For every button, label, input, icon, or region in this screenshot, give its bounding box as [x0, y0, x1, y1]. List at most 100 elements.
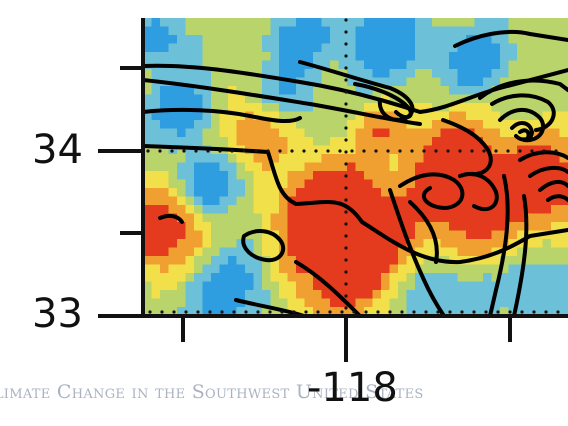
heatmap-cell: [525, 69, 535, 78]
heatmap-cell: [177, 290, 186, 299]
heatmap-cell: [517, 222, 526, 231]
heatmap-cell: [151, 256, 161, 265]
heatmap-cell: [151, 281, 161, 291]
heatmap-cell: [457, 230, 467, 240]
heatmap-cell: [415, 43, 424, 53]
heatmap-cell: [321, 137, 331, 146]
grid-dot: [340, 310, 344, 314]
heatmap-cell: [211, 264, 220, 274]
heatmap-cell: [525, 307, 535, 316]
heatmap-cell: [151, 137, 161, 146]
heatmap-cell: [168, 179, 178, 189]
heatmap-cell: [296, 162, 305, 172]
heatmap-cell: [151, 196, 161, 206]
heatmap-cell: [355, 171, 365, 180]
heatmap-cell: [296, 171, 305, 180]
heatmap-cell: [236, 35, 246, 44]
heatmap-cell: [364, 43, 373, 53]
heatmap-cell: [321, 188, 331, 197]
heatmap-cell: [517, 145, 526, 155]
heatmap-cell: [253, 26, 263, 36]
heatmap-cell: [219, 94, 229, 104]
heatmap-cell: [542, 171, 552, 180]
heatmap-cell: [508, 298, 518, 308]
heatmap-cell: [389, 128, 399, 138]
heatmap-cell: [211, 188, 220, 197]
heatmap-cell: [364, 120, 373, 129]
heatmap-cell: [559, 188, 568, 197]
heatmap-cell: [287, 120, 297, 129]
heatmap-cell: [381, 290, 390, 299]
heatmap-cell: [398, 137, 407, 146]
heatmap-cell: [304, 213, 314, 223]
heatmap-cell: [551, 247, 560, 257]
heatmap-cell: [228, 18, 237, 27]
heatmap-cell: [440, 77, 450, 87]
heatmap-cell: [389, 145, 399, 155]
heatmap-cell: [508, 69, 518, 78]
heatmap-cell: [432, 264, 441, 274]
grid-dot: [256, 310, 260, 314]
heatmap-cell: [228, 273, 237, 282]
heatmap-cell: [372, 18, 382, 27]
grid-dot: [172, 310, 176, 314]
heatmap-cell: [296, 179, 305, 189]
heatmap-cell: [270, 281, 280, 291]
heatmap-cell: [253, 43, 263, 53]
heatmap-cell: [500, 145, 509, 155]
heatmap-cell: [313, 298, 322, 308]
heatmap-cell: [228, 60, 237, 70]
heatmap-cell: [185, 239, 195, 248]
heatmap-cell: [474, 213, 484, 223]
heatmap-cell: [279, 230, 288, 240]
heatmap-cell: [406, 230, 416, 240]
heatmap-cell: [270, 162, 280, 172]
heatmap-cell: [270, 205, 280, 214]
heatmap-cell: [338, 137, 348, 146]
heatmap-cell: [143, 213, 152, 223]
heatmap-cell: [517, 137, 526, 146]
heatmap-cell: [483, 290, 492, 299]
heatmap-cell: [423, 213, 433, 223]
heatmap-cell: [534, 60, 543, 70]
heatmap-cell: [364, 103, 373, 112]
heatmap-cell: [168, 188, 178, 197]
heatmap-cell: [185, 35, 195, 44]
heatmap-cell: [534, 205, 543, 214]
heatmap-cell: [432, 281, 441, 291]
heatmap-cell: [304, 103, 314, 112]
heatmap-cell: [296, 239, 305, 248]
heatmap-cell: [372, 162, 382, 172]
heatmap-cell: [457, 281, 467, 291]
heatmap-cell: [151, 239, 161, 248]
heatmap-cell: [262, 86, 271, 95]
heatmap-cell: [321, 128, 331, 138]
heatmap-cell: [457, 298, 467, 308]
heatmap-cell: [398, 35, 407, 44]
heatmap-cell: [389, 205, 399, 214]
heatmap-cell: [313, 26, 322, 36]
heatmap-cell: [500, 256, 509, 265]
heatmap-cell: [236, 230, 246, 240]
heatmap-cell: [202, 35, 212, 44]
heatmap-cell: [491, 69, 501, 78]
heatmap-cell: [219, 60, 229, 70]
heatmap-cell: [228, 281, 237, 291]
heatmap-cell: [449, 43, 458, 53]
heatmap-cell: [559, 196, 568, 206]
heatmap-cell: [211, 52, 220, 61]
heatmap-cell: [262, 69, 271, 78]
heatmap-cell: [423, 86, 433, 95]
heatmap-cell: [440, 18, 450, 27]
heatmap-cell: [389, 222, 399, 231]
heatmap-cell: [279, 52, 288, 61]
heatmap-cell: [449, 86, 458, 95]
heatmap-cell: [296, 256, 305, 265]
heatmap-cell: [423, 205, 433, 214]
heatmap-cell: [321, 43, 331, 53]
heatmap-cell: [423, 145, 433, 155]
heatmap-cell: [364, 256, 373, 265]
heatmap-cell: [313, 145, 322, 155]
heatmap-cell: [313, 179, 322, 189]
heatmap-cell: [245, 26, 254, 36]
